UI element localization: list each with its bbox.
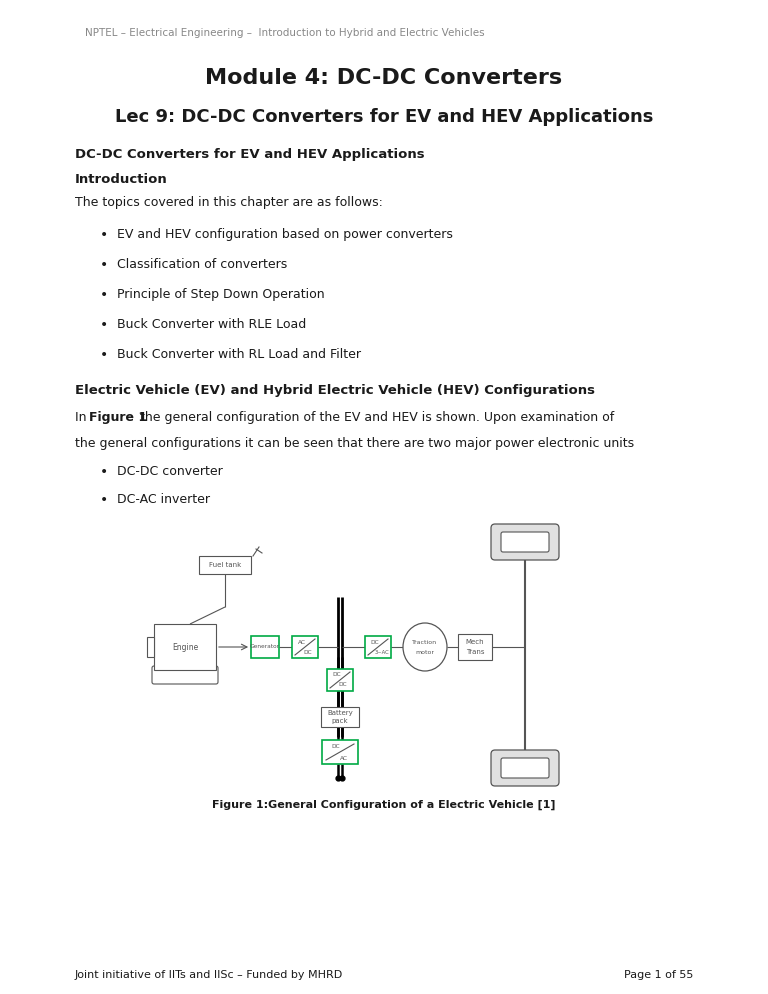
Text: Lec 9: DC-DC Converters for EV and HEV Applications: Lec 9: DC-DC Converters for EV and HEV A…: [114, 108, 654, 126]
Text: Mech: Mech: [465, 639, 485, 645]
Ellipse shape: [403, 623, 447, 671]
FancyBboxPatch shape: [491, 524, 559, 560]
Text: DC: DC: [333, 673, 341, 678]
FancyBboxPatch shape: [321, 707, 359, 727]
Text: Buck Converter with RLE Load: Buck Converter with RLE Load: [117, 318, 306, 331]
Text: DC: DC: [339, 683, 347, 688]
Text: •: •: [100, 493, 108, 507]
Text: NPTEL – Electrical Engineering –  Introduction to Hybrid and Electric Vehicles: NPTEL – Electrical Engineering – Introdu…: [85, 28, 485, 38]
Text: Figure 1:General Configuration of a Electric Vehicle [1]: Figure 1:General Configuration of a Elec…: [212, 800, 556, 810]
Text: Page 1 of 55: Page 1 of 55: [624, 970, 693, 980]
Text: •: •: [100, 318, 108, 332]
Text: the general configuration of the EV and HEV is shown. Upon examination of: the general configuration of the EV and …: [136, 411, 614, 424]
FancyBboxPatch shape: [365, 636, 391, 658]
Text: Trans: Trans: [465, 649, 485, 655]
FancyBboxPatch shape: [501, 532, 549, 552]
Text: Joint initiative of IITs and IISc – Funded by MHRD: Joint initiative of IITs and IISc – Fund…: [75, 970, 343, 980]
FancyBboxPatch shape: [147, 637, 154, 657]
FancyBboxPatch shape: [199, 556, 251, 574]
Text: Electric Vehicle (EV) and Hybrid Electric Vehicle (HEV) Configurations: Electric Vehicle (EV) and Hybrid Electri…: [75, 384, 595, 397]
Text: Engine: Engine: [172, 642, 198, 651]
Text: Classification of converters: Classification of converters: [117, 258, 287, 271]
FancyBboxPatch shape: [327, 669, 353, 691]
Text: •: •: [100, 258, 108, 272]
FancyBboxPatch shape: [322, 740, 358, 764]
Text: •: •: [100, 228, 108, 242]
FancyBboxPatch shape: [154, 624, 216, 670]
Text: •: •: [100, 348, 108, 362]
Text: In: In: [75, 411, 91, 424]
FancyBboxPatch shape: [491, 750, 559, 786]
Text: DC-DC Converters for EV and HEV Applications: DC-DC Converters for EV and HEV Applicat…: [75, 148, 425, 161]
Text: The topics covered in this chapter are as follows:: The topics covered in this chapter are a…: [75, 196, 383, 209]
FancyBboxPatch shape: [501, 758, 549, 778]
Text: Battery: Battery: [327, 710, 353, 716]
Text: pack: pack: [332, 718, 349, 724]
Text: Figure 1: Figure 1: [89, 411, 147, 424]
FancyBboxPatch shape: [251, 636, 279, 658]
Text: AC: AC: [340, 755, 348, 760]
Text: DC: DC: [332, 744, 340, 748]
Text: the general configurations it can be seen that there are two major power electro: the general configurations it can be see…: [75, 437, 634, 450]
Text: EV and HEV configuration based on power converters: EV and HEV configuration based on power …: [117, 228, 453, 241]
Text: AC: AC: [298, 639, 306, 644]
Text: Traction: Traction: [412, 639, 438, 644]
Text: DC: DC: [371, 639, 379, 644]
Text: 3~AC: 3~AC: [375, 649, 389, 654]
Text: Buck Converter with RL Load and Filter: Buck Converter with RL Load and Filter: [117, 348, 361, 361]
FancyBboxPatch shape: [152, 666, 218, 684]
Text: Generator: Generator: [250, 644, 280, 649]
Text: DC-AC inverter: DC-AC inverter: [117, 493, 210, 506]
Text: •: •: [100, 465, 108, 479]
Text: DC-DC converter: DC-DC converter: [117, 465, 223, 478]
Text: Fuel tank: Fuel tank: [209, 562, 241, 568]
Text: DC: DC: [303, 649, 313, 654]
Text: Introduction: Introduction: [75, 173, 167, 186]
FancyBboxPatch shape: [458, 634, 492, 660]
FancyBboxPatch shape: [292, 636, 318, 658]
Text: Module 4: DC-DC Converters: Module 4: DC-DC Converters: [205, 68, 563, 88]
Text: motor: motor: [415, 649, 435, 654]
Text: •: •: [100, 288, 108, 302]
Text: Principle of Step Down Operation: Principle of Step Down Operation: [117, 288, 325, 301]
